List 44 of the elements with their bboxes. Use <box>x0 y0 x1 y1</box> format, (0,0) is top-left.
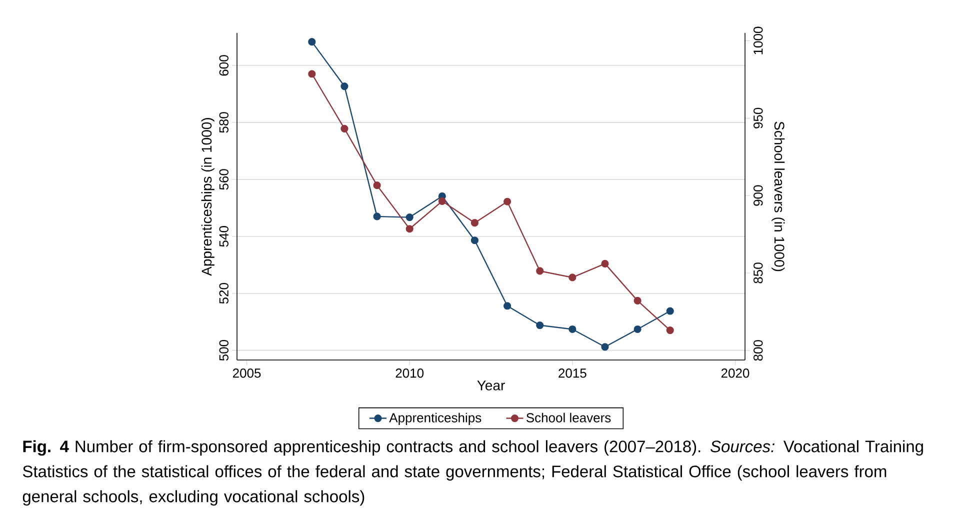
point <box>308 38 316 46</box>
point <box>536 267 544 275</box>
y-tick-label: 540 <box>219 226 228 247</box>
y2-tick-label: 1000 <box>754 26 763 54</box>
point <box>536 321 544 330</box>
text: Fig. 4 Number of firm-sponsored apprenticeship contracts and school leavers (2007–2018). Sources: Vocational Training Statistics of the statistical offices of the federal and state governments; Federal Statistical Office (school leavers from general schools, excluding vocational schools) <box>22 440 923 506</box>
x-tick-label: 2015 <box>558 368 586 378</box>
point <box>601 343 609 351</box>
x-tick-label: 2010 <box>396 368 424 378</box>
point <box>568 325 576 334</box>
legend-label: Apprenticeships <box>389 412 482 425</box>
point <box>373 212 381 220</box>
y2-tick-label: 850 <box>754 262 763 284</box>
point <box>634 325 642 334</box>
legend-label: School leavers <box>526 412 611 422</box>
x-axis-title: Year <box>477 380 505 390</box>
y2-axis-title: School leavers (in 1000) <box>772 122 785 272</box>
y-tick-label: 600 <box>219 55 228 76</box>
point <box>634 296 642 305</box>
y-tick-label: 520 <box>219 283 228 304</box>
y2-tick-label: 950 <box>754 108 763 128</box>
point <box>470 236 479 244</box>
point <box>666 326 674 334</box>
point <box>503 198 512 206</box>
point <box>568 274 576 282</box>
point <box>406 225 414 233</box>
point <box>406 213 414 222</box>
point <box>373 182 381 190</box>
point <box>340 124 348 132</box>
point <box>503 302 512 310</box>
y-tick-label: 560 <box>219 169 228 190</box>
point <box>601 260 609 268</box>
point <box>666 307 674 315</box>
point <box>470 219 479 227</box>
point <box>340 82 348 90</box>
y2-tick-label: 800 <box>754 340 763 361</box>
y-tick-label: 500 <box>219 340 228 361</box>
x-tick-label: 2020 <box>721 368 750 378</box>
y2-tick-label: 900 <box>754 185 763 206</box>
y-axis-title: Apprenticeships (in 1000) <box>201 118 214 276</box>
y-tick-label: 580 <box>219 112 228 133</box>
x-tick-label: 2005 <box>232 368 261 378</box>
point <box>308 70 316 78</box>
point <box>438 197 446 205</box>
